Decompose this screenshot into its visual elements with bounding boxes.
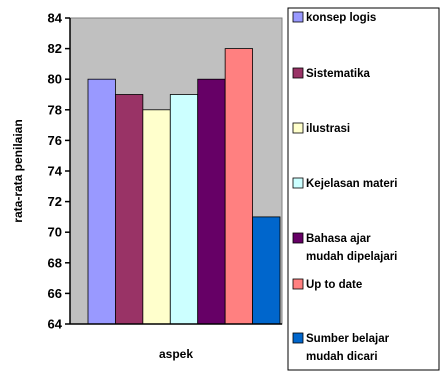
- y-axis-ticks: 64 66 68 70 72 74 76 78 80 82 84: [48, 11, 70, 332]
- legend-swatch: [292, 278, 304, 290]
- x-axis-title: aspek: [159, 347, 193, 361]
- bar: [142, 109, 171, 325]
- y-tick-label: 64: [48, 317, 63, 332]
- legend-box: [287, 7, 440, 371]
- y-tick-label: 74: [48, 164, 63, 179]
- bar: [87, 78, 116, 325]
- legend-label: ilustrasi: [306, 123, 350, 135]
- legend-label: Up to date: [306, 279, 362, 291]
- bar: [252, 216, 281, 325]
- y-axis-title: rata-rata penilaian: [11, 119, 25, 222]
- legend-swatch: [292, 122, 304, 134]
- legend-label: Kejelasan materi: [306, 178, 397, 190]
- y-tick-label: 70: [48, 225, 62, 240]
- legend-swatch: [292, 177, 304, 189]
- y-tick-label: 80: [48, 72, 62, 87]
- legend-label: Sumber belajar: [306, 333, 390, 345]
- bars-group: [87, 48, 281, 325]
- bar: [224, 48, 253, 325]
- legend-label: mudah dicari: [306, 351, 378, 363]
- bar: [115, 94, 144, 325]
- legend-swatch: [292, 232, 304, 244]
- legend-swatch: [292, 67, 304, 79]
- y-tick-label: 84: [48, 11, 63, 26]
- legend-swatch: [292, 332, 304, 344]
- y-tick-label: 72: [48, 194, 62, 209]
- y-tick-label: 82: [48, 41, 62, 56]
- bar: [197, 78, 226, 325]
- legend-label: mudah dipelajari: [306, 251, 397, 263]
- y-tick-label: 78: [48, 102, 62, 117]
- legend: konsep logis Sistematika ilustrasi Kejelasa…: [292, 11, 397, 363]
- y-tick-label: 66: [48, 286, 62, 301]
- legend-label: Sistematika: [306, 68, 371, 80]
- y-tick-label: 68: [48, 255, 62, 270]
- bar: [169, 94, 199, 325]
- legend-label: konsep logis: [306, 12, 376, 24]
- legend-label: Bahasa ajar: [306, 233, 371, 245]
- legend-swatch: [292, 11, 304, 23]
- y-tick-label: 76: [48, 133, 62, 148]
